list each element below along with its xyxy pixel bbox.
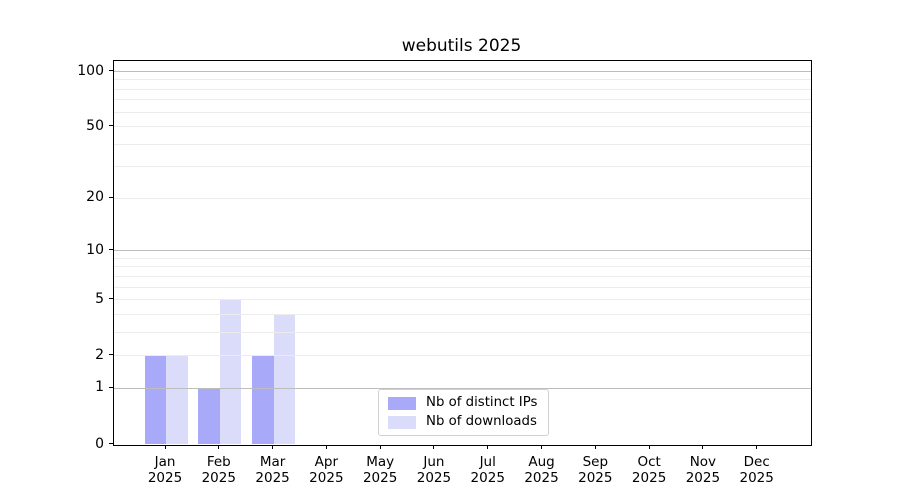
gridline-major xyxy=(114,71,811,72)
y-tick-mark xyxy=(109,70,113,71)
x-tick-month: Mar xyxy=(259,454,286,470)
x-tick-mark xyxy=(487,444,489,449)
x-tick-label: Jun 2025 xyxy=(406,454,462,486)
bar-distinct-ips-jan xyxy=(144,355,166,445)
y-tick-label: 50 xyxy=(86,117,104,134)
x-tick-mark xyxy=(164,444,166,449)
x-tick-year: 2025 xyxy=(416,470,452,486)
x-tick-mark xyxy=(756,444,758,449)
x-tick-year: 2025 xyxy=(631,470,667,486)
gridline-minor xyxy=(114,355,811,357)
gridline-minor xyxy=(114,257,811,259)
x-tick-label: May 2025 xyxy=(352,454,408,486)
x-tick-mark xyxy=(648,444,650,449)
x-tick-month: Nov xyxy=(689,454,717,470)
x-tick-mark xyxy=(594,444,596,449)
gridline-minor xyxy=(114,331,811,333)
bar-downloads-jan xyxy=(166,355,188,445)
y-tick-mark xyxy=(109,443,113,444)
y-tick-mark xyxy=(109,298,113,300)
gridline-minor xyxy=(114,275,811,277)
x-tick-year: 2025 xyxy=(201,470,236,486)
x-tick-month: Jan xyxy=(154,454,176,470)
plot-area xyxy=(113,60,812,446)
x-tick-label: Dec 2025 xyxy=(729,454,785,486)
x-tick-label: Feb 2025 xyxy=(191,454,247,486)
legend-label-distinct-ips: Nb of distinct IPs xyxy=(426,395,538,410)
y-tick-mark xyxy=(109,125,113,127)
x-tick-month: Apr xyxy=(314,454,339,470)
gridline-minor xyxy=(114,88,811,90)
bar-downloads-feb xyxy=(219,299,242,445)
x-tick-label: Sep 2025 xyxy=(567,454,623,486)
y-tick-label: 20 xyxy=(86,189,104,206)
gridline-minor xyxy=(114,143,811,145)
y-tick-label: 0 xyxy=(95,435,104,452)
y-tick-mark xyxy=(109,196,113,198)
x-tick-mark xyxy=(325,444,327,449)
x-tick-month: Sep xyxy=(582,454,609,470)
x-tick-label: Aug 2025 xyxy=(514,454,570,486)
legend-swatch-distinct-ips-icon xyxy=(388,396,416,410)
x-tick-mark xyxy=(272,444,274,449)
x-tick-year: 2025 xyxy=(309,470,344,486)
gridline-minor xyxy=(114,313,811,315)
gridline-minor xyxy=(114,126,811,128)
y-tick-mark xyxy=(109,386,113,388)
bar-downloads-mar xyxy=(273,314,296,445)
gridline-major xyxy=(114,387,811,389)
x-tick-month: Jun xyxy=(423,454,445,470)
x-tick-year: 2025 xyxy=(578,470,613,486)
x-tick-month: Feb xyxy=(206,454,231,470)
gridline-minor xyxy=(114,99,811,101)
x-tick-mark xyxy=(218,444,220,449)
gridline-minor xyxy=(114,266,811,268)
legend-item-distinct-ips: Nb of distinct IPs xyxy=(388,395,537,411)
y-tick-label: 2 xyxy=(95,346,104,363)
gridline-minor xyxy=(114,79,811,81)
x-tick-year: 2025 xyxy=(470,470,505,486)
x-tick-month: Dec xyxy=(743,454,770,470)
x-tick-year: 2025 xyxy=(685,470,721,486)
gridline-minor xyxy=(114,299,811,301)
x-tick-year: 2025 xyxy=(362,470,398,486)
gridline-minor xyxy=(114,166,811,168)
y-tick-label: 10 xyxy=(86,241,104,258)
x-tick-month: Aug xyxy=(528,454,555,470)
legend-item-downloads: Nb of downloads xyxy=(388,414,537,430)
x-tick-label: Jan 2025 xyxy=(137,454,193,486)
x-tick-year: 2025 xyxy=(255,470,290,486)
x-tick-mark xyxy=(541,444,543,449)
bar-distinct-ips-feb xyxy=(198,388,220,445)
y-tick-label: 100 xyxy=(77,62,104,79)
x-tick-month: Oct xyxy=(637,454,661,470)
legend: Nb of distinct IPs Nb of downloads xyxy=(378,389,550,436)
x-tick-year: 2025 xyxy=(147,470,183,486)
legend-label-downloads: Nb of downloads xyxy=(426,414,537,429)
x-tick-label: Mar 2025 xyxy=(245,454,301,486)
legend-swatch-downloads-icon xyxy=(388,415,416,429)
gridline-minor xyxy=(114,197,811,199)
gridline-minor xyxy=(114,111,811,113)
x-tick-year: 2025 xyxy=(739,470,774,486)
x-tick-label: Apr 2025 xyxy=(298,454,354,486)
x-tick-label: Nov 2025 xyxy=(675,454,731,486)
y-tick-mark xyxy=(109,249,113,251)
y-tick-mark xyxy=(109,354,113,356)
chart-title: webutils 2025 xyxy=(401,36,522,56)
x-tick-month: Jul xyxy=(479,454,496,470)
gridline-minor xyxy=(114,286,811,288)
x-tick-label: Jul 2025 xyxy=(460,454,516,486)
gridline-major xyxy=(114,250,811,252)
x-tick-year: 2025 xyxy=(524,470,559,486)
bar-distinct-ips-mar xyxy=(252,355,274,445)
y-tick-label: 5 xyxy=(95,290,104,307)
y-tick-label: 1 xyxy=(95,379,104,396)
x-tick-mark xyxy=(702,444,704,449)
x-tick-month: May xyxy=(366,454,395,470)
x-tick-mark xyxy=(433,444,435,449)
x-tick-mark xyxy=(379,444,381,449)
x-tick-label: Oct 2025 xyxy=(621,454,677,486)
